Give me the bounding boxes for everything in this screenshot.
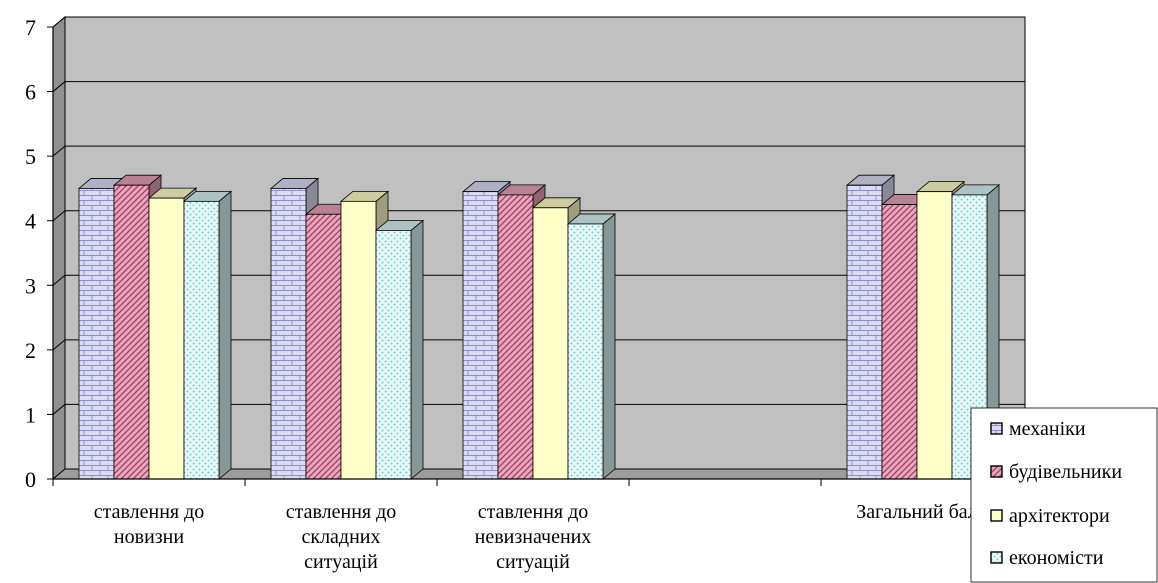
bar-front: [340, 200, 377, 480]
y-tick-label: 4: [25, 209, 36, 234]
legend-swatch: [990, 465, 1003, 478]
bar-front: [78, 188, 115, 480]
bar-економісти: [374, 219, 425, 480]
bar-front: [532, 207, 569, 480]
bar-side: [602, 213, 616, 480]
bar-front: [497, 194, 534, 480]
x-tick-label: Загальний бал: [856, 501, 978, 523]
legend-label: механіки: [1009, 418, 1086, 440]
bar-front: [846, 184, 883, 480]
y-tick-label: 1: [25, 402, 36, 427]
gridline-side: [52, 274, 66, 286]
legend-swatch: [990, 551, 1003, 564]
y-axis-ticks: 0 1 2 3 4 5 6 7: [25, 15, 53, 492]
bar-front: [567, 223, 604, 480]
bar-front: [148, 197, 185, 480]
bars: [77, 174, 1001, 480]
bar-side: [410, 219, 424, 480]
legend: механіки будівельники архітектори економіст…: [970, 407, 1158, 583]
x-axis-ticks: ставлення до новизни ставлення до складних с…: [52, 479, 1014, 573]
x-tick-label: ставлення до складних ситуацій: [286, 501, 397, 573]
bar-front: [462, 191, 499, 480]
legend-items: механіки будівельники архітектори економіст…: [990, 418, 1122, 569]
bar-front: [375, 229, 412, 480]
legend-swatch: [990, 509, 1003, 522]
gridline-side: [52, 145, 66, 157]
y-tick-label: 3: [25, 273, 36, 298]
bar-front: [270, 188, 307, 480]
gridline-side: [52, 404, 66, 415]
gridline-side: [52, 339, 66, 351]
y-tick-label: 2: [25, 338, 36, 363]
bar-front: [113, 184, 150, 480]
legend-label: економісти: [1009, 547, 1104, 569]
gridline-side: [52, 210, 66, 222]
bar-side: [218, 190, 232, 480]
legend-swatch: [990, 422, 1003, 435]
x-tick-label: ставлення до невизначених ситуацій: [475, 501, 592, 573]
y-tick-label: 7: [25, 15, 36, 40]
bar-економісти: [182, 190, 233, 480]
bar-front: [183, 200, 220, 480]
bar-front: [305, 213, 342, 480]
gridline-side: [52, 16, 66, 28]
bar-front: [881, 204, 918, 480]
y-tick-label: 0: [25, 467, 36, 492]
legend-label: будівельники: [1009, 461, 1122, 483]
legend-label: архітектори: [1009, 505, 1110, 527]
y-tick-label: 6: [25, 80, 36, 105]
y-tick-label: 5: [25, 144, 36, 169]
bar-front: [916, 191, 953, 480]
x-tick-label: ставлення до новизни: [94, 501, 205, 548]
bar-економісти: [566, 213, 617, 480]
gridline-side: [52, 81, 66, 92]
